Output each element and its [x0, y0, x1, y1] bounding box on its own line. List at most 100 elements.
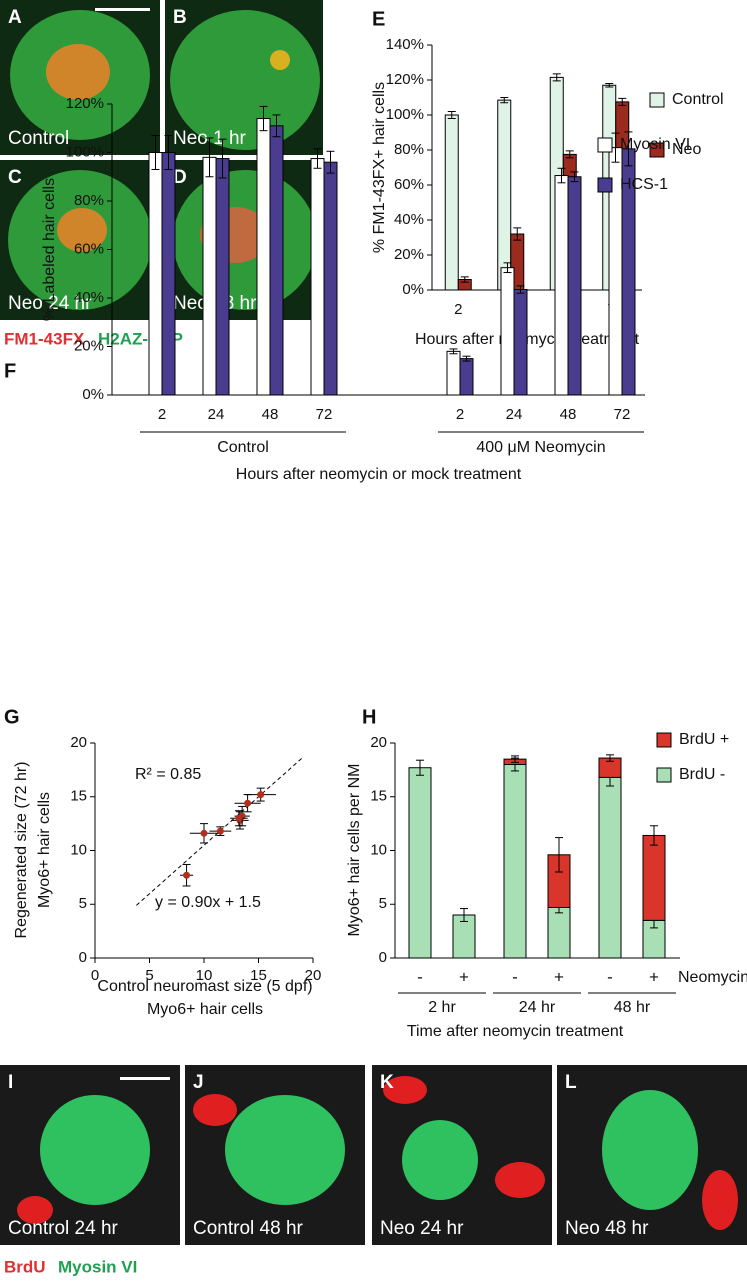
legend-swatch [597, 177, 613, 193]
x-tick-label: + [459, 967, 469, 986]
bar [567, 176, 582, 396]
bar [500, 267, 515, 396]
point [216, 827, 224, 835]
bar [323, 161, 338, 396]
y-tick-label: 60% [394, 176, 424, 193]
bar-segment [642, 834, 666, 921]
legend-swatch [656, 732, 672, 748]
panel-label: Control [8, 128, 69, 149]
y-tick-label: 0 [379, 949, 387, 966]
point [183, 871, 191, 879]
panel-letter: H [362, 706, 376, 728]
panel-letter: I [8, 1072, 13, 1093]
panel-letter: C [8, 167, 22, 188]
y-tick-label: 100% [66, 143, 104, 160]
legend-label: Control [672, 91, 724, 108]
bar-segment [598, 776, 622, 959]
bar [256, 118, 271, 396]
legend-swatch [649, 92, 665, 108]
x-tick-label: - [417, 967, 423, 986]
x-axis-title: Hours after neomycin or mock treatment [236, 466, 522, 483]
y-tick-label: 10 [70, 841, 87, 858]
y-tick-label: 100% [386, 106, 424, 123]
group-label: 48 hr [614, 999, 651, 1016]
y-tick-label: 120% [66, 95, 104, 112]
bar [446, 350, 461, 396]
x-tick-label: 48 [262, 406, 279, 423]
y-tick-label: 20% [74, 337, 104, 354]
bar [215, 158, 230, 396]
y-tick-label: 15 [70, 788, 87, 805]
panel-letter: G [4, 706, 20, 728]
y-tick-label: 5 [79, 895, 87, 912]
y-tick-label: 20 [70, 734, 87, 751]
legend-swatch [649, 142, 665, 158]
group-label: 400 μM Neomycin [476, 439, 605, 456]
annotation: R² = 0.85 [135, 766, 201, 783]
x-tick-label: 48 [560, 406, 577, 423]
x-tick-label: + [649, 967, 659, 986]
panel-letter: D [173, 167, 187, 188]
bar [161, 152, 176, 396]
panel-letter: E [372, 8, 385, 30]
panel-letter: B [173, 7, 187, 28]
x-tick-label: 15 [250, 967, 267, 984]
x-tick-label: 20 [305, 967, 322, 984]
x-axis-title: Time after neomycin treatment [407, 1023, 624, 1040]
y-tick-label: 120% [386, 71, 424, 88]
point [244, 799, 252, 807]
x-tick-label: 2 [158, 406, 166, 423]
caption: BrdU [4, 1257, 46, 1276]
panel-letter: J [193, 1072, 204, 1093]
x-tick-label: 10 [196, 967, 213, 984]
x-tick-label: 24 [506, 406, 523, 423]
fit-line [136, 757, 303, 906]
y-tick-label: 5 [379, 895, 387, 912]
point [200, 829, 208, 837]
y-axis-title: % Labeled hair cells [41, 178, 58, 321]
y-tick-label: 140% [386, 36, 424, 53]
x-tick-label: 72 [614, 406, 631, 423]
bar [444, 114, 459, 291]
panel-label: Neo 24 hr [8, 293, 92, 314]
group-label: 24 hr [519, 999, 556, 1016]
bar [497, 99, 512, 291]
legend-label: Myosin VI [620, 136, 690, 153]
y-tick-label: 20 [370, 734, 387, 751]
x-tick-label: + [554, 967, 564, 986]
bar-segment [408, 767, 432, 959]
y-tick-label: 80% [394, 141, 424, 158]
y-axis-title: % FM1-43FX+ hair cells [371, 82, 388, 253]
x-tick-label: 24 [208, 406, 225, 423]
point [235, 814, 243, 822]
x-tick-label: 2 [454, 301, 462, 318]
x-tick-label: 2 [456, 406, 464, 423]
panel-label: Neo 24 hr [380, 1218, 464, 1239]
bar [310, 158, 325, 396]
panel-label: Control 24 hr [8, 1218, 119, 1239]
y-axis-title: Myo6+ hair cells [36, 792, 53, 908]
annotation: y = 0.90x + 1.5 [155, 894, 261, 911]
bar [554, 175, 569, 396]
y-tick-label: 0 [79, 949, 87, 966]
group-label: Control [217, 439, 269, 456]
bar [459, 358, 474, 396]
y-tick-label: 40% [74, 289, 104, 306]
y-tick-label: 40% [394, 211, 424, 228]
caption: FM1-43FX [4, 329, 85, 348]
panel-letter: L [565, 1072, 577, 1093]
panel-label: Neo 48 hr [565, 1218, 649, 1239]
bar [269, 125, 284, 396]
x-axis-title: Myo6+ hair cells [147, 1001, 263, 1018]
x-tick-label: 5 [145, 967, 153, 984]
bar [148, 152, 163, 396]
bar-segment [503, 764, 527, 959]
legend-label: BrdU - [679, 766, 725, 783]
x-tick-label: 0 [91, 967, 99, 984]
legend-label: BrdU + [679, 731, 729, 748]
x-tick-label: - [512, 967, 518, 986]
y-tick-label: 20% [394, 246, 424, 263]
panel-letter: K [380, 1072, 394, 1093]
treatment-label: Neomycin [678, 969, 747, 986]
